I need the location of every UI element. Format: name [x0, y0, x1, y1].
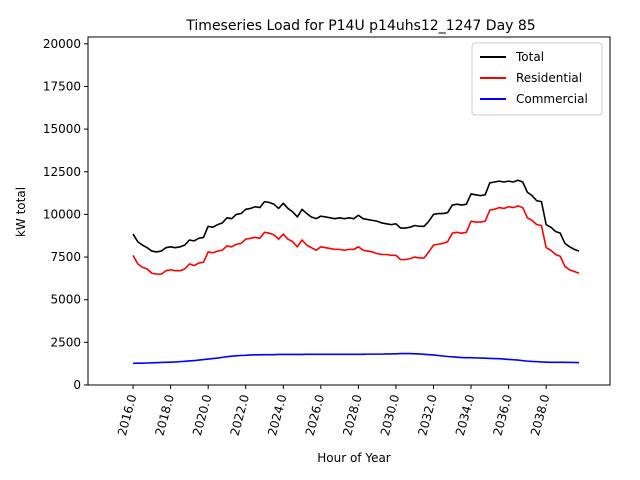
x-axis-label: Hour of Year [317, 451, 391, 465]
legend-box [471, 42, 603, 116]
y-axis: 0 2500 5000 7500 10000 12500 15000 17500 20000 [43, 37, 88, 392]
y-tick-label: 7500 [50, 250, 81, 264]
y-tick-label: 5000 [50, 293, 81, 307]
y-tick-label: 17500 [43, 79, 81, 93]
legend-label-total: Total [515, 50, 544, 64]
y-axis-label: kW total [14, 187, 28, 237]
series-line-residential [132, 205, 580, 275]
y-tick-label: 15000 [43, 122, 81, 136]
legend: Total Residential Commercial [471, 42, 603, 116]
y-tick-label: 10000 [43, 207, 81, 221]
chart-title: Timeseries Load for P14U p14uhs12_1247 D… [185, 18, 535, 34]
legend-label-residential: Residential [516, 71, 582, 85]
y-tick-label: 2500 [50, 335, 81, 349]
legend-label-commercial: Commercial [516, 92, 588, 106]
y-tick-label: 0 [73, 378, 81, 392]
y-tick-label: 20000 [43, 37, 81, 51]
series-line-commercial [133, 352, 580, 365]
y-tick-label: 12500 [43, 165, 81, 179]
series-line-total [132, 179, 580, 253]
plot-frame [87, 36, 611, 386]
plot-lines [132, 179, 580, 365]
